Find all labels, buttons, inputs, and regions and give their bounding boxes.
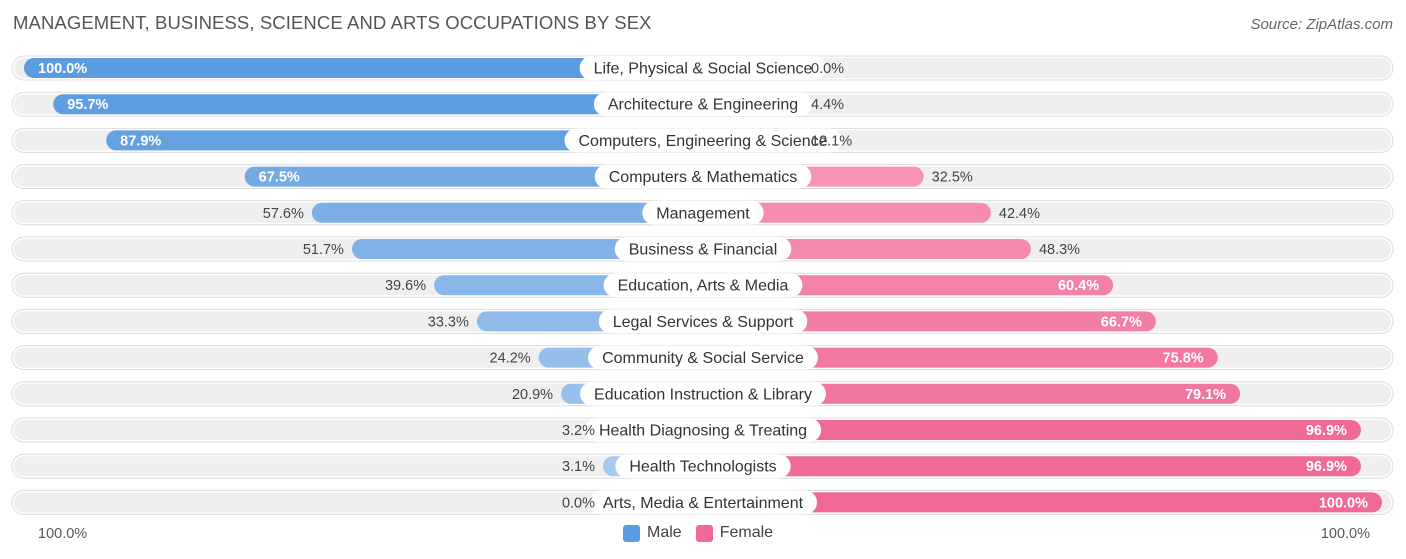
axis-right-label: 100.0% — [1320, 526, 1370, 542]
male-value-label: 95.7% — [67, 97, 108, 113]
chart-title: MANAGEMENT, BUSINESS, SCIENCE AND ARTS O… — [13, 12, 652, 33]
category-pill — [642, 200, 764, 225]
category-label: Computers & Mathematics — [609, 169, 798, 186]
chart-source: Source: ZipAtlas.com — [1250, 16, 1393, 33]
legend-item-female: Female — [695, 524, 774, 542]
female-value-label: 0.0% — [811, 61, 844, 77]
male-value-label: 3.2% — [562, 423, 595, 439]
legend-swatch-female — [695, 524, 713, 542]
male-value-label: 67.5% — [259, 170, 300, 186]
legend-label-female: Female — [719, 524, 774, 541]
category-pill — [564, 128, 842, 153]
female-value-label: 96.9% — [1306, 459, 1347, 475]
category-pill — [615, 454, 791, 479]
category-pill — [579, 56, 827, 80]
female-value-label: 4.4% — [811, 97, 844, 113]
category-label: Architecture & Engineering — [608, 97, 798, 114]
female-bar — [693, 456, 1361, 477]
category-label: Life, Physical & Social Science — [594, 61, 813, 78]
male-value-label: 33.3% — [428, 314, 469, 330]
category-label: Health Technologists — [629, 459, 776, 476]
male-value-label: 39.6% — [385, 278, 426, 294]
male-value-label: 0.0% — [562, 495, 595, 511]
male-bar — [311, 202, 713, 223]
category-pill — [598, 309, 808, 334]
female-value-label: 100.0% — [1319, 495, 1368, 511]
category-label: Legal Services & Support — [613, 314, 794, 331]
female-value-label: 42.4% — [999, 206, 1040, 222]
category-label: Business & Financial — [629, 242, 778, 259]
category-pill — [594, 164, 812, 189]
category-label: Community & Social Service — [602, 350, 804, 367]
female-bar — [693, 492, 1382, 513]
category-pill — [603, 273, 803, 298]
chart-legend: Male Female — [623, 524, 787, 542]
female-bar — [693, 347, 1218, 368]
category-pill — [588, 490, 818, 515]
female-value-label: 32.5% — [932, 170, 973, 186]
male-bar — [53, 94, 713, 115]
male-value-label: 100.0% — [38, 61, 87, 77]
female-value-label: 96.9% — [1306, 423, 1347, 439]
female-value-label: 60.4% — [1058, 278, 1099, 294]
male-bar — [24, 58, 713, 78]
male-value-label: 24.2% — [490, 351, 531, 367]
category-label: Health Diagnosing & Treating — [599, 423, 807, 440]
legend-label-male: Male — [647, 524, 682, 541]
male-bar — [106, 130, 713, 151]
category-pill — [614, 237, 792, 261]
female-bar — [693, 420, 1361, 440]
male-value-label: 57.6% — [263, 206, 304, 222]
female-value-label: 66.7% — [1101, 314, 1142, 330]
female-value-label: 12.1% — [811, 133, 852, 149]
female-bar — [693, 311, 1156, 332]
category-label: Education, Arts & Media — [618, 278, 789, 295]
category-label: Arts, Media & Entertainment — [603, 495, 804, 512]
category-pill — [580, 381, 826, 406]
axis-left-label: 100.0% — [38, 526, 88, 542]
female-value-label: 75.8% — [1163, 351, 1204, 367]
category-label: Management — [656, 205, 750, 222]
category-pill — [584, 418, 822, 442]
category-label: Computers, Engineering & Science — [578, 133, 827, 150]
male-value-label: 3.1% — [562, 459, 595, 475]
category-pill — [588, 345, 818, 370]
male-value-label: 20.9% — [512, 387, 553, 403]
female-bar — [693, 202, 991, 223]
female-value-label: 48.3% — [1039, 242, 1080, 258]
female-bar — [693, 383, 1241, 404]
category-label: Education Instruction & Library — [594, 386, 812, 403]
male-value-label: 51.7% — [303, 242, 344, 258]
category-pill — [593, 92, 813, 117]
legend-swatch-male — [623, 524, 640, 542]
legend-item-male: Male — [623, 524, 682, 542]
male-value-label: 87.9% — [120, 133, 161, 149]
female-value-label: 79.1% — [1185, 387, 1226, 403]
